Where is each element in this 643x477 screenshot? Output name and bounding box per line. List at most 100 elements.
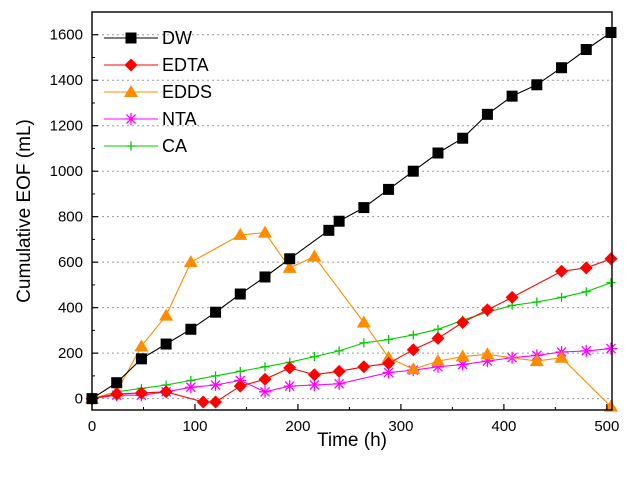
y-tick-label-7: 1400 (50, 72, 83, 89)
point-edta-10 (332, 364, 346, 378)
point-ca-9 (309, 352, 319, 362)
point-dw-17 (506, 90, 518, 102)
point-edta-12 (382, 356, 396, 370)
point-dw-20 (580, 44, 592, 56)
point-dw-11 (358, 202, 370, 214)
y-tick-label-3: 600 (58, 254, 83, 271)
y-tick-label-0: 0 (75, 391, 83, 408)
point-edta-17 (505, 290, 519, 304)
point-edds-13 (455, 349, 470, 362)
point-nta-15 (481, 355, 494, 368)
point-nta-5 (209, 378, 222, 391)
point-nta-8 (283, 380, 296, 393)
point-edds-11 (406, 362, 421, 375)
point-nta-20 (604, 342, 617, 355)
point-nta-10 (333, 377, 346, 390)
point-ca-11 (359, 338, 369, 348)
legend-item-edds: EDDS (104, 82, 212, 102)
point-edta-1 (110, 387, 124, 401)
point-edds-10 (381, 350, 396, 363)
legend-label-dw: DW (162, 28, 192, 48)
point-edds-4 (183, 255, 198, 268)
point-dw-1 (111, 377, 123, 389)
point-edta-20 (604, 252, 618, 266)
x-tick-label-4: 400 (491, 418, 516, 435)
legend-marker-edds (124, 85, 138, 97)
legend-marker-dw (125, 32, 137, 44)
point-ca-6 (235, 366, 245, 376)
point-dw-13 (407, 165, 419, 177)
point-dw-7 (259, 271, 271, 283)
series-edta (85, 252, 618, 409)
point-nta-11 (382, 366, 395, 379)
point-dw-8 (284, 253, 296, 265)
point-edta-7 (258, 372, 272, 386)
point-edta-18 (555, 264, 569, 278)
x-tick-label-0: 0 (88, 418, 96, 435)
legend-label-edds: EDDS (162, 82, 212, 102)
point-dw-21 (605, 26, 617, 38)
series-line-dw (91, 32, 612, 400)
point-edta-6 (233, 379, 247, 393)
point-edta-11 (357, 360, 371, 374)
legend-item-edta: EDTA (104, 55, 209, 75)
point-dw-6 (234, 288, 246, 300)
point-edds-7 (282, 260, 297, 273)
point-ca-21 (606, 278, 616, 288)
y-axis: 0 200 400 600 800 1000 1200 1400 1600 (50, 27, 98, 408)
point-nta-4 (184, 381, 197, 394)
point-edds-9 (356, 315, 371, 328)
y-tick-label-1: 200 (58, 345, 83, 362)
point-edta-9 (307, 368, 321, 382)
point-dw-5 (210, 306, 222, 318)
point-ca-12 (384, 334, 394, 344)
legend: DW EDTA EDDS NTA CA (104, 28, 212, 156)
legend-label-ca: CA (162, 136, 187, 156)
series-line-ca (91, 282, 612, 400)
legend-item-dw: DW (104, 28, 192, 48)
gridlines (92, 34, 612, 400)
point-ca-13 (408, 330, 418, 340)
point-ca-10 (334, 346, 344, 356)
point-nta-7 (258, 385, 271, 398)
point-edds-6 (257, 225, 272, 238)
point-ca-20 (581, 287, 591, 297)
legend-marker-edta (124, 58, 138, 72)
point-edta-8 (283, 361, 297, 375)
point-dw-16 (481, 108, 493, 120)
series-edds (85, 225, 618, 412)
point-dw-18 (531, 79, 543, 91)
y-axis-title: Cumulative EOF (mL) (14, 119, 35, 303)
point-dw-12 (383, 183, 395, 195)
point-edds-15 (529, 354, 544, 367)
y-tick-label-6: 1200 (50, 118, 83, 135)
point-nta-9 (308, 378, 321, 391)
point-edta-15 (456, 315, 470, 329)
point-dw-4 (185, 323, 197, 335)
point-edds-8 (307, 249, 322, 262)
point-edta-13 (406, 343, 420, 357)
y-tick-label-8: 1600 (50, 27, 83, 44)
series-dw (86, 26, 617, 405)
point-edta-2 (134, 386, 148, 400)
point-edds-14 (480, 347, 495, 360)
legend-marker-ca (126, 141, 136, 151)
x-tick-label-3: 300 (388, 418, 413, 435)
point-edta-4 (196, 395, 210, 409)
point-dw-10 (333, 215, 345, 227)
point-edta-16 (480, 303, 494, 317)
series-line-edds (91, 232, 612, 407)
point-nta-14 (456, 358, 469, 371)
y-tick-label-4: 800 (58, 209, 83, 226)
point-edta-5 (209, 395, 223, 409)
x-axis-title: Time (h) (317, 430, 387, 451)
point-edds-3 (159, 308, 174, 321)
point-edta-19 (579, 261, 593, 275)
point-edds-5 (233, 227, 248, 240)
point-edds-16 (554, 350, 569, 363)
point-nta-13 (431, 360, 444, 373)
point-dw-15 (457, 132, 469, 144)
y-tick-label-5: 1000 (50, 163, 83, 180)
